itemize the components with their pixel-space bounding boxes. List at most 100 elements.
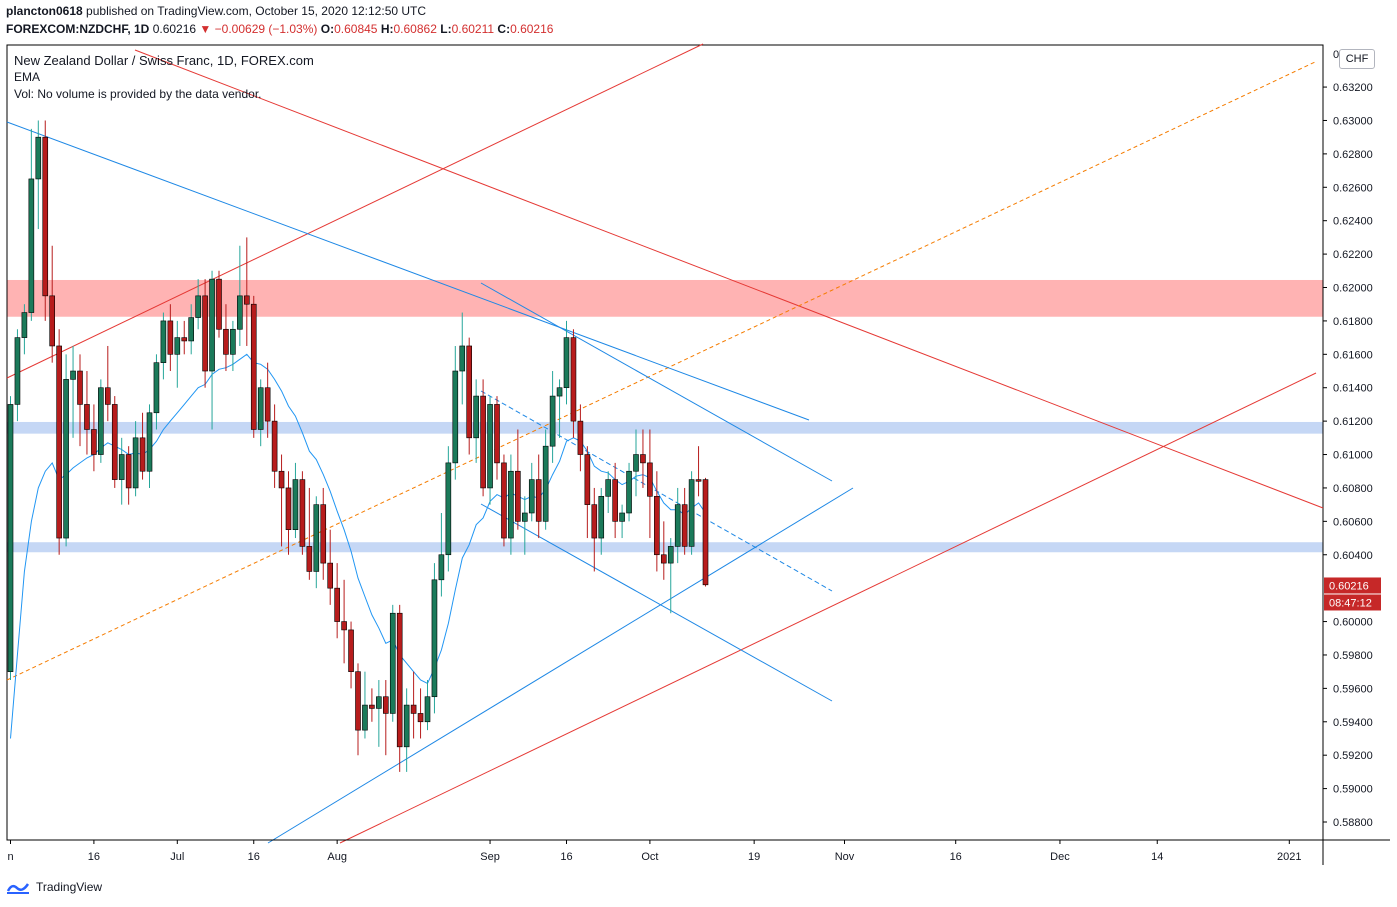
candle: [98, 379, 104, 463]
candle-body: [445, 462, 452, 556]
price-tick-label: 0.60000: [1333, 617, 1373, 629]
candle: [174, 320, 181, 388]
candle: [598, 487, 605, 555]
currency-button[interactable]: CHF: [1339, 49, 1375, 69]
candle: [49, 245, 56, 363]
candle-body: [160, 320, 167, 363]
price-tick-label: 0.60600: [1333, 516, 1373, 528]
tradingview-logo-icon: [6, 883, 30, 894]
candle-body: [424, 696, 431, 723]
candle-body: [63, 379, 69, 539]
candle-body: [250, 303, 257, 430]
red-channel-upper: [6, 43, 704, 379]
candle: [681, 487, 688, 555]
price-tick-label: 0.59600: [1333, 683, 1373, 695]
candle-body: [660, 554, 667, 564]
candle: [21, 304, 28, 355]
candle-body: [403, 704, 410, 748]
candle-body: [230, 328, 236, 355]
price-tick-label: 0.60400: [1333, 550, 1373, 562]
candle: [612, 462, 618, 539]
candle-body: [674, 504, 681, 547]
candle: [299, 471, 306, 555]
candle: [63, 354, 69, 547]
candle: [633, 429, 639, 497]
candle-body: [382, 696, 389, 714]
time-tick-label: 16: [248, 851, 260, 863]
candle-body: [355, 671, 361, 731]
candle-body: [556, 387, 563, 397]
open-value: 0.60845: [334, 22, 378, 36]
candle: [230, 320, 236, 372]
candle-body: [396, 612, 403, 748]
candle: [111, 396, 118, 488]
candle-body: [70, 370, 76, 380]
price-tick-label: 0.59400: [1333, 717, 1373, 729]
candle-body: [681, 504, 688, 547]
candle: [153, 354, 160, 430]
candle-body: [195, 295, 201, 318]
price-axis-bg: [1324, 45, 1391, 840]
footer-brand-label: TradingView: [36, 880, 103, 894]
candle: [515, 429, 521, 530]
symbol-label: FOREXCOM:NZDCHF, 1D: [6, 22, 150, 36]
candle: [160, 312, 167, 380]
candle: [244, 237, 250, 346]
price-tick-label: 0.61000: [1333, 450, 1373, 462]
candle-body: [362, 704, 368, 731]
candle: [577, 404, 584, 472]
time-tick-label: Sep: [480, 851, 500, 863]
candle: [549, 371, 556, 463]
candle: [702, 477, 709, 587]
candle-body: [202, 295, 208, 372]
chart-title[interactable]: New Zealand Dollar / Swiss Franc, 1D, FO…: [14, 53, 314, 68]
candle: [647, 429, 653, 539]
candle: [424, 680, 431, 731]
time-tick-label: Nov: [835, 851, 855, 863]
candle-body: [91, 429, 97, 455]
candle-body: [515, 470, 521, 522]
candle-body: [320, 504, 327, 564]
candle-body: [605, 479, 612, 497]
orange-dashed-line: [6, 61, 1316, 681]
blue-rising-support: [267, 487, 854, 844]
candle: [605, 471, 612, 513]
candle-body: [264, 387, 271, 422]
candle-body: [14, 337, 21, 405]
candle: [35, 120, 42, 230]
candle-body: [647, 462, 653, 497]
candle: [362, 671, 368, 739]
blue-channel-lower: [480, 503, 833, 702]
close-value: 0.60216: [510, 22, 554, 36]
volume-legend[interactable]: Vol: No volume is provided by the data v…: [14, 87, 262, 101]
blue-channel-upper: [480, 282, 833, 482]
candle: [473, 379, 479, 463]
candle: [202, 279, 208, 388]
candle-body: [542, 445, 549, 522]
candle: [77, 354, 83, 447]
candle: [535, 454, 542, 539]
candle-body: [42, 136, 49, 297]
time-tick-label: 16: [560, 851, 572, 863]
footer-brand[interactable]: TradingView: [6, 879, 102, 895]
candle-body: [285, 487, 292, 530]
candle-body: [77, 370, 83, 405]
author-name[interactable]: plancton0618: [6, 4, 83, 18]
ema-legend[interactable]: EMA: [14, 70, 41, 84]
candle: [70, 345, 76, 438]
candle-body: [369, 704, 375, 709]
candle: [494, 396, 500, 480]
candle: [660, 521, 667, 580]
price-tick-label: 0.59000: [1333, 784, 1373, 796]
candle-body: [549, 395, 556, 447]
candle-body: [487, 404, 493, 489]
candle-body: [535, 479, 542, 522]
candle-body: [480, 395, 486, 489]
candle: [591, 487, 598, 572]
candle-body: [21, 312, 28, 338]
price-tick-label: 0.61600: [1333, 349, 1373, 361]
candle: [654, 471, 660, 572]
candle-body: [376, 696, 382, 709]
high-label: H:: [380, 22, 394, 36]
